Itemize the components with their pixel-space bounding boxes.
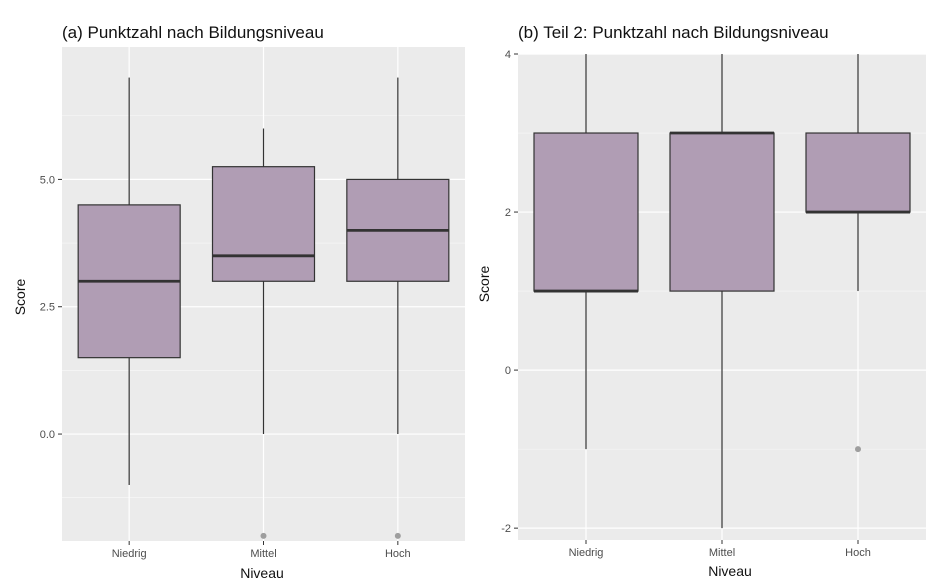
chart-a-xtick-label: Hoch	[385, 548, 411, 560]
chart-b-ylabel: Score	[476, 266, 492, 303]
chart-a-ytick-label: 5.0	[40, 174, 55, 186]
chart-a-outlier	[395, 533, 401, 539]
chart-a-ytick-label: 2.5	[40, 302, 55, 314]
chart-a-xtick-label: Niedrig	[112, 548, 147, 560]
chart-b-box	[534, 133, 638, 291]
chart-a-xlabel: Niveau	[240, 565, 284, 579]
chart-a-title: (a) Punktzahl nach Bildungsniveau	[62, 23, 324, 42]
chart-b-box	[670, 133, 774, 291]
chart-a-ytick-label: 0.0	[40, 429, 55, 441]
chart-b-xlabel: Niveau	[708, 563, 752, 579]
chart-a: (a) Punktzahl nach Bildungsniveau Score …	[12, 23, 465, 579]
chart-b-title: (b) Teil 2: Punktzahl nach Bildungsnivea…	[518, 23, 829, 42]
chart-b-ytick-label: 2	[505, 207, 511, 219]
chart-b-xtick-label: Hoch	[845, 547, 871, 559]
chart-a-xtick-label: Mittel	[250, 548, 276, 560]
chart-b-ytick-label: 4	[505, 49, 511, 61]
chart-b: (b) Teil 2: Punktzahl nach Bildungsnivea…	[476, 23, 926, 579]
chart-a-outlier	[261, 533, 267, 539]
chart-b-ytick-label: -2	[501, 523, 511, 535]
chart-a-ylabel: Score	[12, 279, 28, 316]
chart-b-xtick-label: Mittel	[709, 547, 735, 559]
chart-b-xtick-label: Niedrig	[569, 547, 604, 559]
chart-b-ytick-label: 0	[505, 365, 511, 377]
chart-a-box	[213, 167, 315, 282]
chart-b-outlier	[855, 446, 861, 452]
chart-b-box	[806, 133, 910, 212]
